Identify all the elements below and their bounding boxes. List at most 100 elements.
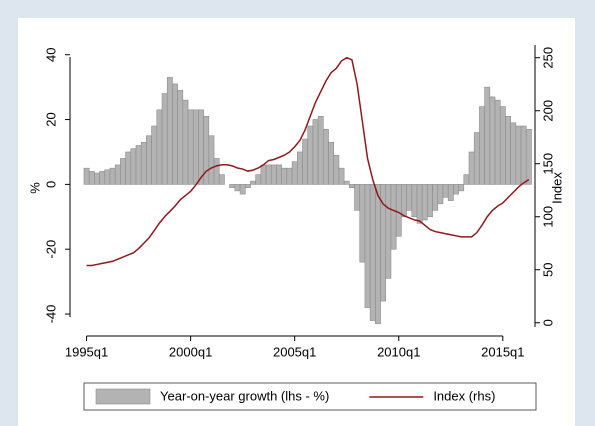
x-tick-label: 2000q1 xyxy=(169,344,212,359)
bar xyxy=(156,109,163,185)
y2-tick-label: 0 xyxy=(540,319,555,326)
x-tick-label: 1995q1 xyxy=(65,344,108,359)
bar xyxy=(161,93,168,185)
bar xyxy=(401,184,407,218)
bar xyxy=(213,158,220,185)
bar xyxy=(395,184,402,237)
bar xyxy=(291,161,298,185)
y2-tick-label: 150 xyxy=(540,153,555,175)
bar xyxy=(229,184,236,188)
bar xyxy=(151,125,158,185)
bar xyxy=(276,164,282,185)
bar xyxy=(349,184,355,188)
bar xyxy=(463,174,470,185)
bar xyxy=(182,99,189,185)
bar xyxy=(307,125,314,185)
bar xyxy=(140,141,147,185)
chart-background xyxy=(18,18,575,426)
legend-label: Year-on-year growth (lhs - %) xyxy=(160,388,329,403)
bar xyxy=(88,171,95,185)
bar xyxy=(411,184,418,218)
y2-axis-title: Index xyxy=(549,172,564,204)
bar xyxy=(520,125,527,185)
bar xyxy=(192,109,199,185)
bar xyxy=(260,164,267,185)
bar xyxy=(166,77,173,185)
bar xyxy=(244,184,251,188)
y2-tick-label: 100 xyxy=(540,206,555,228)
bar xyxy=(369,184,376,321)
y-tick-label: 20 xyxy=(43,112,58,126)
bar xyxy=(515,125,522,185)
bar xyxy=(427,184,433,218)
bar xyxy=(296,151,303,185)
bar xyxy=(473,132,480,185)
y2-tick-label: 250 xyxy=(540,47,555,69)
bar xyxy=(442,184,449,198)
bar xyxy=(187,109,194,185)
bar xyxy=(323,128,329,185)
line xyxy=(86,56,530,267)
bar xyxy=(458,184,465,192)
y-tick-label: 40 xyxy=(43,47,58,61)
bar xyxy=(83,167,90,185)
y-axis-title: % xyxy=(27,182,42,194)
bar xyxy=(198,109,204,185)
y2-tick-label: 50 xyxy=(540,263,555,277)
bar xyxy=(234,184,241,192)
bar xyxy=(390,184,397,250)
bar xyxy=(499,106,506,185)
bar xyxy=(286,167,293,185)
bar xyxy=(453,184,459,195)
bar xyxy=(437,184,444,205)
y-tick-label: -40 xyxy=(43,305,58,324)
bar xyxy=(146,135,152,185)
bar xyxy=(432,184,439,211)
bar xyxy=(218,174,225,185)
bar xyxy=(94,172,100,185)
x-tick-label: 2005q1 xyxy=(273,344,316,359)
bar xyxy=(250,180,256,185)
bar xyxy=(421,184,428,221)
bar xyxy=(281,167,288,185)
bar xyxy=(484,86,491,185)
bar xyxy=(354,184,361,211)
bar xyxy=(447,184,454,201)
bar xyxy=(172,83,178,185)
bar xyxy=(375,184,381,325)
bar xyxy=(343,180,350,185)
bar xyxy=(479,106,485,185)
bar xyxy=(302,138,309,185)
bar xyxy=(208,135,215,185)
bar xyxy=(333,154,340,185)
bar xyxy=(255,174,262,185)
bar xyxy=(338,167,345,185)
bar xyxy=(489,96,496,185)
bar xyxy=(104,169,111,185)
bar xyxy=(99,171,106,185)
bar xyxy=(505,116,511,185)
bar xyxy=(416,184,423,224)
bar xyxy=(109,167,116,185)
legend-box xyxy=(83,382,537,411)
bar xyxy=(312,119,319,185)
bar xyxy=(328,141,335,185)
legend-swatch xyxy=(95,388,151,405)
y2-tick-label: 200 xyxy=(540,100,555,122)
bar xyxy=(359,184,366,263)
legend-label: Index (rhs) xyxy=(433,388,495,403)
bar xyxy=(135,145,142,185)
bar xyxy=(177,90,184,185)
bar xyxy=(510,122,517,185)
y-tick-label: 0 xyxy=(43,181,58,188)
x-tick-label: 2015q1 xyxy=(481,344,524,359)
bar xyxy=(494,99,501,185)
bar xyxy=(114,164,121,185)
bar xyxy=(406,184,413,211)
bar xyxy=(270,164,277,185)
y-tick-label: -20 xyxy=(43,240,58,259)
bar xyxy=(525,128,532,185)
bar xyxy=(239,184,246,195)
